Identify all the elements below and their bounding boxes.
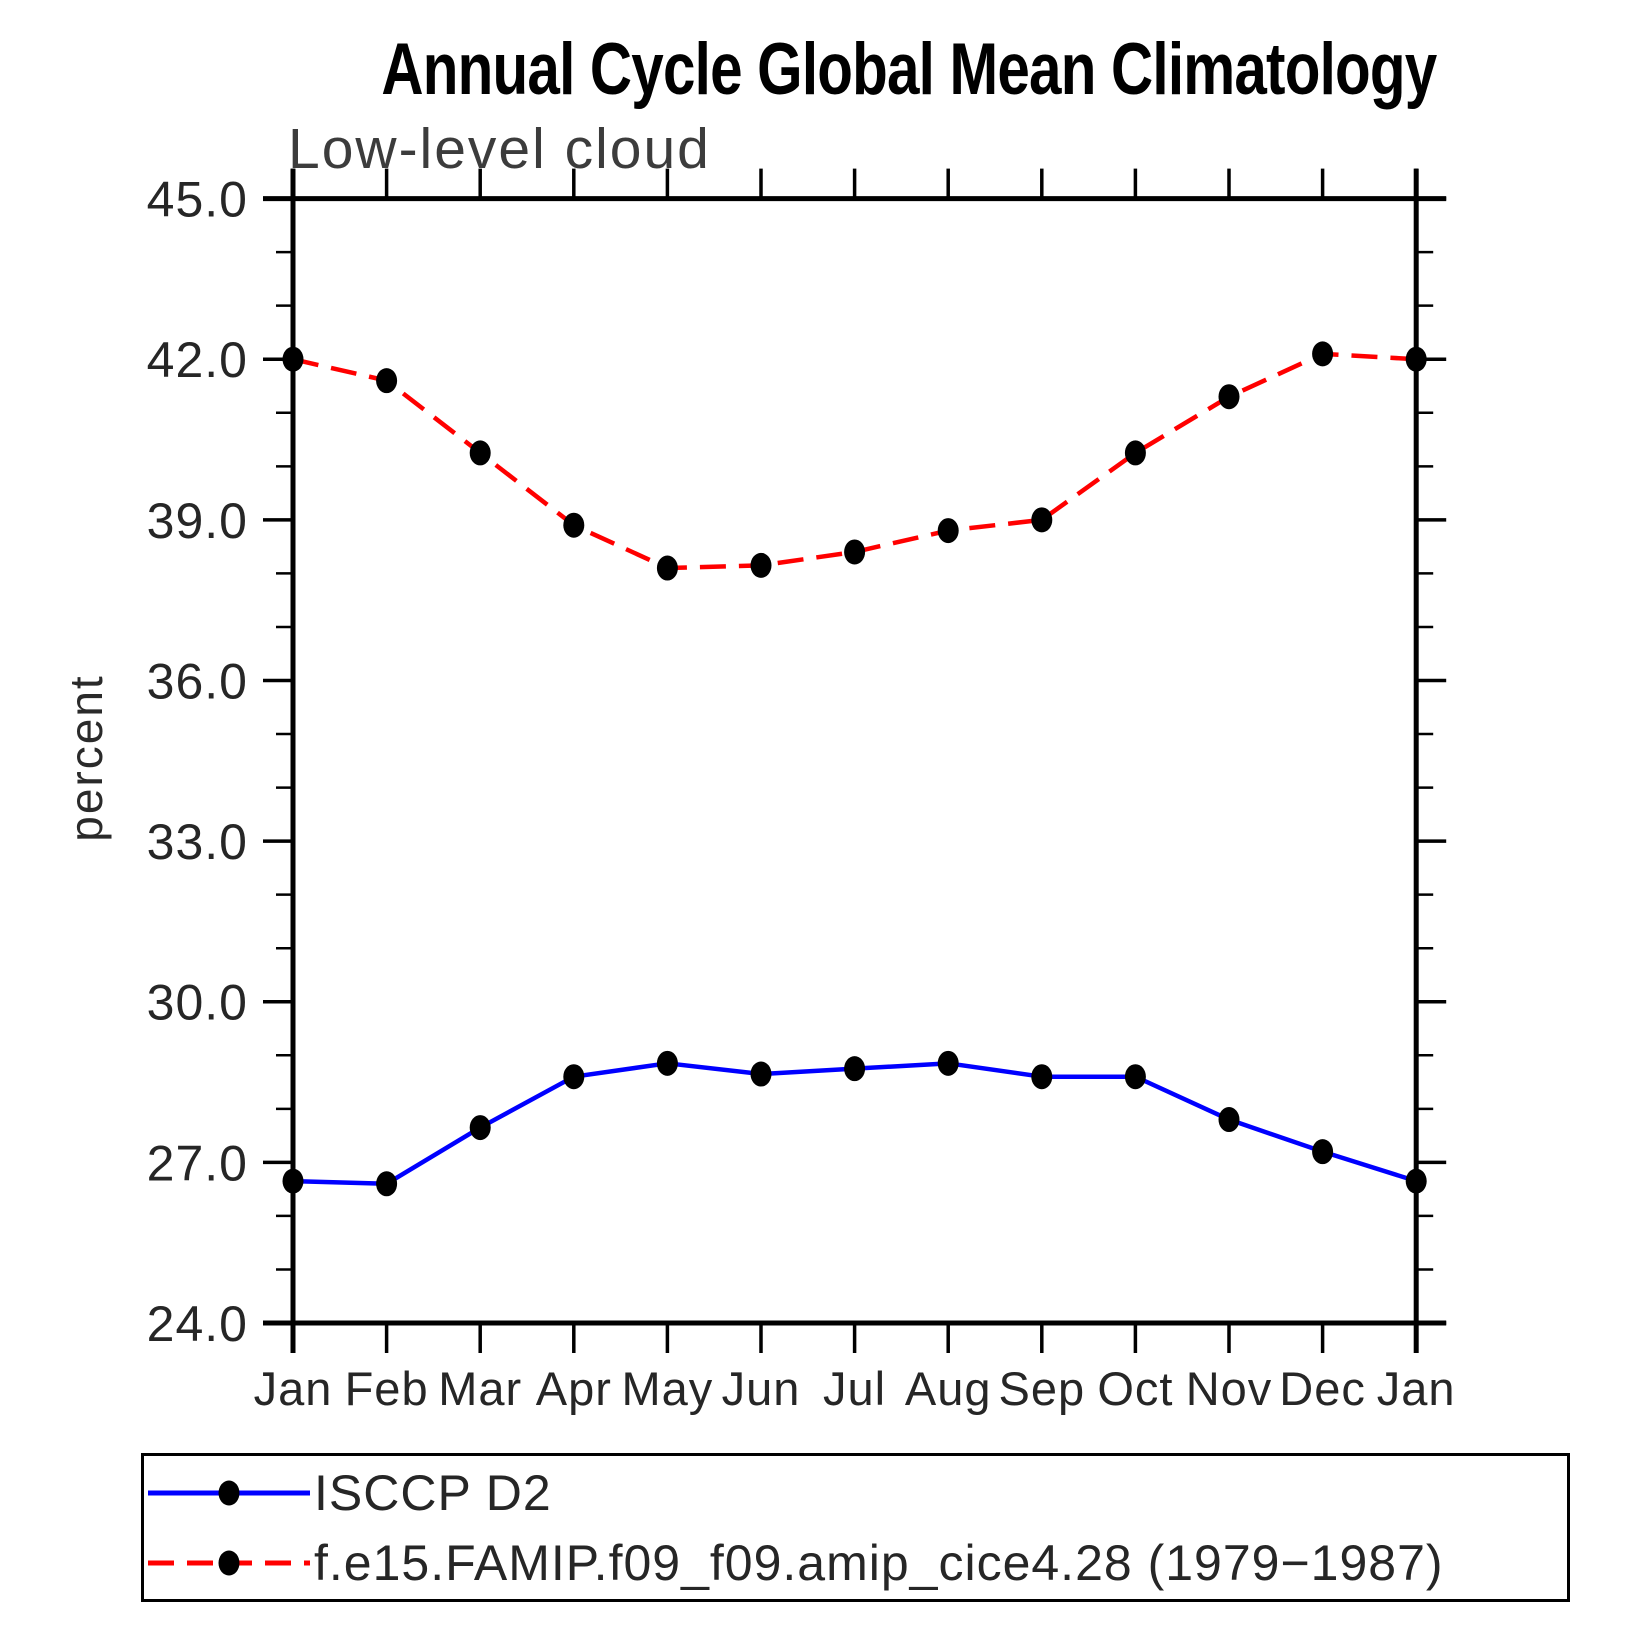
x-tick-label: Nov [1186, 1362, 1273, 1415]
data-point-marker [844, 1056, 866, 1082]
data-point-marker [750, 552, 772, 578]
data-point-marker [469, 1115, 491, 1141]
legend-box: ISCCP D2 f.e15.FAMIP.f09_f09.amip_cice4.… [141, 1453, 1570, 1602]
series-line-1 [292, 351, 1417, 571]
legend-entry-isccp: ISCCP D2 [144, 1461, 1567, 1525]
data-point-marker [376, 1171, 398, 1197]
data-point-marker [1124, 440, 1146, 466]
y-tick-label: 42.0 [147, 332, 248, 388]
x-tick-label: May [622, 1362, 714, 1415]
series-line-0 [292, 1061, 1417, 1187]
x-tick-label: Sep [998, 1362, 1085, 1415]
x-tick-label: Mar [438, 1362, 522, 1415]
data-point-marker [1405, 1168, 1427, 1194]
data-point-marker [282, 1168, 304, 1194]
data-point-marker [563, 512, 585, 538]
chart-title: Annual Cycle Global Mean Climatology [381, 29, 1437, 110]
legend-entry-model: f.e15.FAMIP.f09_f09.amip_cice4.28 (1979−… [144, 1531, 1567, 1595]
x-tick-label: Jan [254, 1362, 333, 1415]
data-point-marker [1218, 1107, 1240, 1133]
data-point-marker [937, 518, 959, 544]
legend-label: ISCCP D2 [314, 1464, 552, 1521]
y-tick-label: 45.0 [147, 172, 248, 228]
y-tick-label: 30.0 [147, 975, 248, 1031]
y-tick-label: 36.0 [147, 653, 248, 709]
legend-label: f.e15.FAMIP.f09_f09.amip_cice4.28 (1979−… [314, 1534, 1444, 1591]
x-tick-label: Oct [1097, 1362, 1173, 1415]
data-point-marker [282, 346, 304, 372]
x-tick-label: Jul [823, 1362, 886, 1415]
data-point-marker [1312, 1139, 1334, 1165]
data-point-marker [1124, 1064, 1146, 1090]
x-tick-label: Feb [345, 1362, 429, 1415]
data-point-marker [1405, 346, 1427, 372]
legend-sample-line-solid [148, 1480, 310, 1505]
data-point-marker [937, 1050, 959, 1076]
x-tick-label: Aug [905, 1362, 992, 1415]
data-point-marker [563, 1064, 585, 1090]
data-point-marker [844, 539, 866, 565]
y-tick-label: 39.0 [147, 493, 248, 549]
data-point-marker [1031, 1064, 1053, 1090]
chart-subtitle: Low-level cloud [288, 117, 711, 181]
data-point-marker [656, 1050, 678, 1076]
data-point-marker [1218, 384, 1240, 410]
data-point-marker [469, 440, 491, 466]
x-tick-label: Apr [536, 1362, 612, 1415]
x-tick-label: Dec [1279, 1362, 1366, 1415]
data-point-marker [1031, 507, 1053, 533]
y-tick-label: 27.0 [147, 1135, 248, 1191]
y-tick-label: 24.0 [147, 1296, 248, 1352]
y-tick-label: 33.0 [147, 814, 248, 870]
x-tick-label: Jun [722, 1362, 801, 1415]
legend-sample-line-dashed [148, 1550, 310, 1575]
x-tick-label: Jan [1377, 1362, 1456, 1415]
data-point-marker [750, 1061, 772, 1087]
data-point-marker [376, 368, 398, 394]
data-point-marker [656, 555, 678, 581]
data-point-marker [1312, 341, 1334, 367]
